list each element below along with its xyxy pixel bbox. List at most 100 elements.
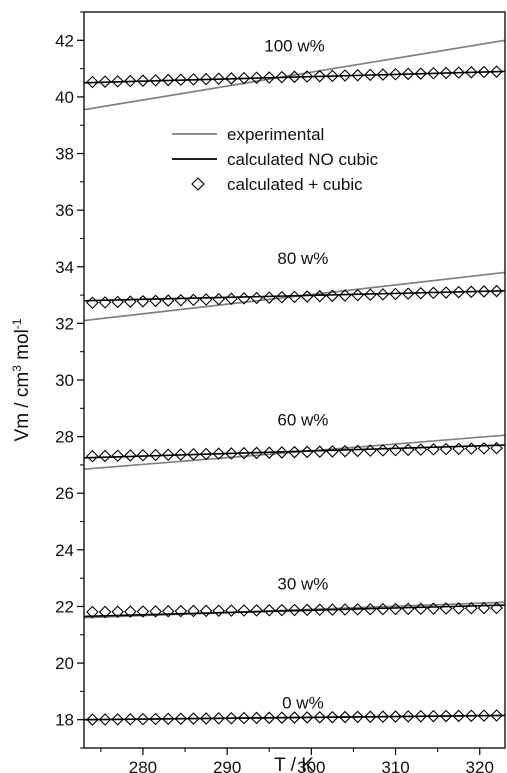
x-tick-label: 300 bbox=[297, 758, 325, 773]
diamond-point bbox=[313, 69, 327, 83]
diamond-point bbox=[477, 601, 491, 615]
diamond-point bbox=[262, 603, 276, 617]
diamond-point bbox=[465, 66, 478, 79]
diamond-point bbox=[414, 602, 428, 616]
diamond-point bbox=[313, 603, 327, 617]
diamond-point bbox=[452, 285, 465, 299]
diamond-point bbox=[351, 288, 364, 302]
diamond-point bbox=[161, 73, 175, 87]
diamond-point bbox=[262, 291, 276, 304]
diamond-point bbox=[288, 70, 301, 84]
diamond-point bbox=[477, 65, 491, 79]
diamond-point bbox=[401, 67, 415, 81]
legend-marker-diamond bbox=[191, 177, 205, 191]
diamond-point bbox=[98, 296, 112, 309]
legend-label: calculated + cubic bbox=[227, 175, 363, 194]
diamond-point bbox=[338, 710, 352, 724]
series-calculated-no-cubic-line bbox=[83, 290, 506, 302]
diamond-point bbox=[300, 603, 314, 617]
diamond-point bbox=[275, 291, 289, 304]
diamond-point bbox=[364, 710, 377, 724]
diamond-point bbox=[477, 709, 491, 722]
y-axis-title-sup2: -1 bbox=[10, 318, 24, 329]
diamond-point bbox=[199, 293, 213, 306]
y-tick-label: 32 bbox=[55, 314, 74, 333]
diamond-point bbox=[237, 292, 251, 305]
diamond-point bbox=[338, 289, 352, 302]
diamond-point bbox=[174, 712, 188, 725]
axis-layer: 18 20 22 24 26 28 30 32 34 36 38 40 42 280 290 300 310 32… bbox=[55, 11, 494, 773]
x-tick-label: 320 bbox=[466, 758, 494, 773]
diamond-point bbox=[161, 712, 175, 726]
diamond-point bbox=[212, 447, 225, 460]
diamond-point bbox=[187, 712, 200, 725]
diamond-point bbox=[262, 71, 276, 84]
diamond-point bbox=[111, 713, 124, 726]
diamond-point bbox=[174, 604, 188, 618]
diamond-point bbox=[225, 604, 238, 617]
diamond-point bbox=[351, 603, 364, 616]
series-calculated-no-cubic-line bbox=[83, 444, 506, 459]
diamond-point bbox=[300, 290, 314, 303]
diamond-point bbox=[225, 292, 238, 306]
diamond-point bbox=[300, 445, 314, 459]
diamond-point bbox=[111, 295, 124, 309]
diamond-point bbox=[427, 602, 440, 615]
diamond-point bbox=[452, 442, 465, 456]
diamond-point bbox=[439, 709, 453, 723]
diamond-point bbox=[351, 444, 364, 458]
diamond-point bbox=[427, 66, 440, 80]
series-calculated-no-cubic-line bbox=[83, 604, 506, 618]
y-tick-label: 30 bbox=[55, 371, 74, 390]
diamond-point bbox=[427, 443, 440, 456]
diamond-point bbox=[262, 446, 276, 459]
diamond-point bbox=[490, 441, 503, 455]
series-calculated-cubic bbox=[86, 284, 503, 310]
series-calculated-cubic bbox=[86, 601, 503, 619]
diamond-point bbox=[477, 285, 491, 298]
diamond-point bbox=[111, 605, 124, 619]
diamond-point bbox=[275, 446, 289, 459]
diamond-point bbox=[338, 444, 352, 458]
diamond-point bbox=[199, 712, 213, 725]
x-tick-label: 280 bbox=[129, 758, 157, 773]
y-tick-label: 24 bbox=[55, 541, 74, 560]
diamond-point bbox=[250, 291, 263, 305]
diamond-point bbox=[187, 447, 200, 461]
diamond-point bbox=[427, 709, 440, 723]
diamond-point bbox=[465, 709, 478, 723]
y-tick-label: 42 bbox=[55, 31, 74, 50]
diamond-point bbox=[199, 72, 213, 86]
plot-frame bbox=[83, 11, 506, 749]
diamond-point bbox=[452, 602, 465, 615]
legend: experimental calculated NO cubic calculate… bbox=[172, 125, 379, 194]
diamond-point bbox=[174, 293, 188, 307]
diamond-point bbox=[414, 67, 428, 80]
diamond-point bbox=[364, 68, 377, 82]
diamond-point bbox=[98, 605, 112, 619]
series-calculated-no-cubic-line bbox=[83, 714, 506, 721]
diamond-point bbox=[490, 284, 503, 298]
diamond-point bbox=[465, 285, 478, 299]
diamond-point bbox=[427, 286, 440, 300]
diamond-point bbox=[351, 710, 364, 724]
y-axis-title-main: Vm / cm bbox=[12, 372, 33, 442]
diamond-point bbox=[124, 295, 137, 308]
diamond-point bbox=[225, 447, 238, 460]
diamond-point bbox=[439, 602, 453, 615]
series-calculated-no-cubic-line bbox=[83, 70, 506, 84]
diamond-point bbox=[414, 443, 428, 456]
diamond-point bbox=[124, 605, 137, 618]
diamond-point bbox=[275, 70, 289, 84]
diamond-point bbox=[124, 712, 137, 726]
diamond-point bbox=[237, 71, 251, 85]
diamond-point bbox=[326, 603, 339, 616]
y-axis-title-mid: mol bbox=[12, 329, 33, 365]
y-tick-label: 34 bbox=[55, 258, 74, 277]
diamond-point bbox=[98, 449, 112, 463]
diamond-point bbox=[477, 442, 491, 455]
diamond-point bbox=[376, 288, 390, 301]
diamond-point bbox=[376, 444, 390, 457]
diamond-point bbox=[86, 75, 99, 89]
